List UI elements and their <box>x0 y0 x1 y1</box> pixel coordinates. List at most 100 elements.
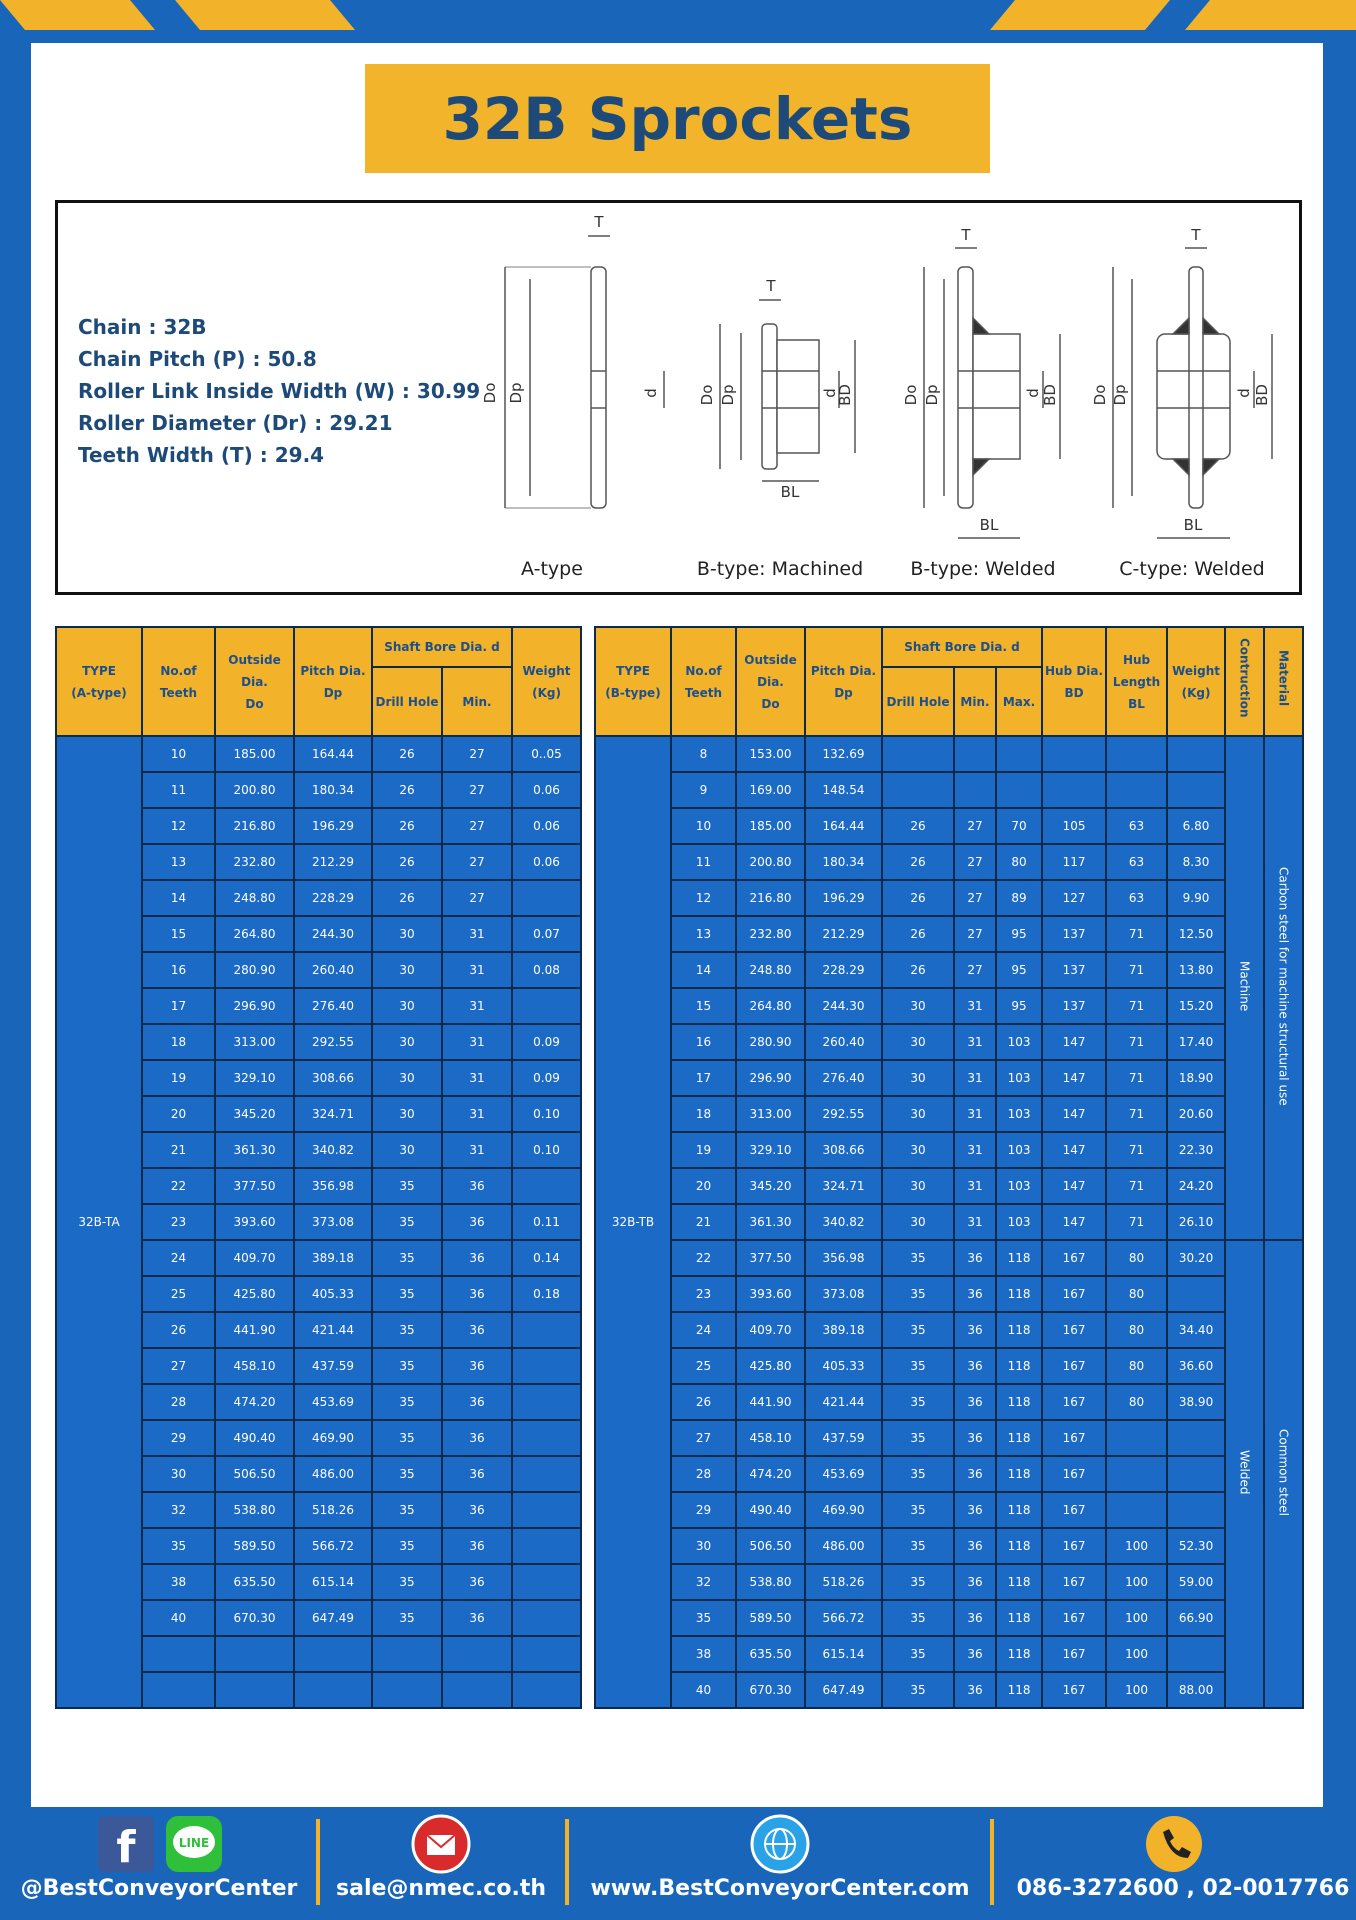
header-text: Shaft Bore Dia. d <box>904 640 1020 654</box>
dim-label: d <box>1235 388 1253 398</box>
email: sale@nmec.co.th <box>336 1876 546 1901</box>
table-row: 40 670.30 647.49 35 36 118 167 100 88.00 <box>595 1671 1303 1709</box>
table-cell: 36 <box>953 1455 997 1493</box>
table-cell: 30 <box>670 1527 737 1565</box>
table-cell: 153.00 <box>735 735 806 773</box>
table-cell: 167 <box>1041 1563 1108 1601</box>
table-cell: 35 <box>371 1167 443 1205</box>
table-cell: 490.40 <box>735 1491 806 1529</box>
table-cell: 30 <box>881 1023 955 1061</box>
table-cell: 27 <box>953 879 997 917</box>
table-cell <box>511 1491 583 1529</box>
table-cell: 21 <box>670 1203 737 1241</box>
table-cell: 167 <box>1041 1491 1108 1529</box>
table-cell: 70 <box>994 807 1044 845</box>
table-cell: 35 <box>371 1203 443 1241</box>
table-cell <box>511 1419 583 1457</box>
table-cell: 27 <box>670 1419 737 1457</box>
table-cell <box>511 879 583 917</box>
table-row <box>56 1635 583 1673</box>
table-row: 32 538.80 518.26 35 36 <box>56 1491 583 1529</box>
table-row: 24 409.70 389.18 35 36 118 167 80 34.40 <box>595 1311 1303 1349</box>
table-row: 23 393.60 373.08 35 36 0.11 <box>56 1203 583 1241</box>
table-row: 14 248.80 228.29 26 27 <box>56 879 583 917</box>
table-cell: 35 <box>881 1311 955 1349</box>
table-cell: 36 <box>953 1275 997 1313</box>
table-cell: 12.50 <box>1166 915 1227 953</box>
table-cell <box>1166 1419 1227 1457</box>
table-row: 16 280.90 260.40 30 31 103 147 71 17.40 <box>595 1023 1303 1061</box>
table-cell: 118 <box>994 1347 1044 1385</box>
table-cell: 164.44 <box>293 735 373 773</box>
table-cell: 27 <box>440 771 514 809</box>
table-cell <box>1166 1491 1227 1529</box>
table-cell: 36 <box>440 1167 514 1205</box>
table-cell: 36 <box>440 1311 514 1349</box>
header-text: Teeth <box>684 685 723 700</box>
table-cell: 296.90 <box>214 987 295 1025</box>
table-cell: 26 <box>371 735 443 773</box>
table-cell: 30 <box>371 1131 443 1169</box>
table-cell: 71 <box>1105 915 1169 953</box>
table-cell: 13 <box>670 915 737 953</box>
table-cell: 18 <box>141 1023 216 1061</box>
table-cell: 373.08 <box>804 1275 883 1313</box>
top-stripes <box>0 0 1356 30</box>
table-cell <box>440 1671 514 1709</box>
header-row: Drill Hole Min. Max. <box>595 666 1303 737</box>
table-cell: 486.00 <box>293 1455 373 1493</box>
construction-text: Machine <box>1237 961 1252 1012</box>
table-cell: 26 <box>881 807 955 845</box>
table-cell: 216.80 <box>214 807 295 845</box>
spec-label: Chain <box>78 315 142 339</box>
table-cell: 244.30 <box>804 987 883 1025</box>
table-row: 17 296.90 276.40 30 31 103 147 71 18.90 <box>595 1059 1303 1097</box>
table-row: 21 361.30 340.82 30 31 0.10 <box>56 1131 583 1169</box>
table-body: 32B-TB 8 153.00 132.69 Machine Carbon steel f… <box>594 735 1305 1709</box>
table-cell: 36 <box>953 1239 997 1277</box>
spec-table: TYPE (A-type) No.of Teeth Outside Dia. Do Pitch… <box>55 626 583 1709</box>
table-cell: 196.29 <box>293 807 373 845</box>
table-cell: 80 <box>1105 1275 1169 1313</box>
table-cell: 147 <box>1041 1023 1108 1061</box>
table-cell: 100 <box>1105 1527 1169 1565</box>
table-cell <box>511 1527 583 1565</box>
table-cell: 474.20 <box>735 1455 806 1493</box>
table-row: 20 345.20 324.71 30 31 103 147 71 24.20 <box>595 1167 1303 1205</box>
dim-label: Do <box>1091 385 1109 406</box>
table-cell: 6.80 <box>1166 807 1227 845</box>
table-cell: 167 <box>1041 1383 1108 1421</box>
caption: B-type: Machined <box>697 558 863 580</box>
dim-label: Do <box>698 385 716 406</box>
table-cell: 615.14 <box>293 1563 373 1601</box>
table-cell: 0.09 <box>511 1059 583 1097</box>
table-cell: 103 <box>994 1131 1044 1169</box>
table-cell: 26 <box>371 879 443 917</box>
table-cell: 264.80 <box>214 915 295 953</box>
table-cell <box>371 1635 443 1673</box>
table-cell: 66.90 <box>1166 1599 1227 1637</box>
table-cell: 11 <box>670 843 737 881</box>
table-cell: 22 <box>141 1167 216 1205</box>
spec-value: 32B <box>163 315 207 339</box>
table-row: 16 280.90 260.40 30 31 0.08 <box>56 951 583 989</box>
header-cell: Weight (Kg) <box>1166 626 1227 737</box>
material-text: Common steel <box>1276 1429 1291 1516</box>
table-cell: 31 <box>440 1095 514 1133</box>
header-cell: Contruction <box>1224 626 1266 737</box>
table-cell: 260.40 <box>804 1023 883 1061</box>
table-cell: 118 <box>994 1275 1044 1313</box>
diagram-box: Chain : 32B Chain Pitch (P) : 50.8 Roller … <box>55 200 1302 595</box>
table-cell: 18 <box>670 1095 737 1133</box>
spec-colon: : <box>141 315 164 339</box>
table-cell: 486.00 <box>804 1527 883 1565</box>
facebook-glyph: f <box>116 1822 136 1873</box>
table-cell: 566.72 <box>804 1599 883 1637</box>
header-row: TYPE (A-type) No.of Teeth Outside Dia. Do Pitch… <box>55 626 583 737</box>
table-cell: 167 <box>1041 1599 1108 1637</box>
table-cell: 0.11 <box>511 1203 583 1241</box>
table-cell: 88.00 <box>1166 1671 1227 1709</box>
table-row: 18 313.00 292.55 30 31 103 147 71 20.60 <box>595 1095 1303 1133</box>
table-cell: 518.26 <box>293 1491 373 1529</box>
table-cell: 30 <box>371 1059 443 1097</box>
